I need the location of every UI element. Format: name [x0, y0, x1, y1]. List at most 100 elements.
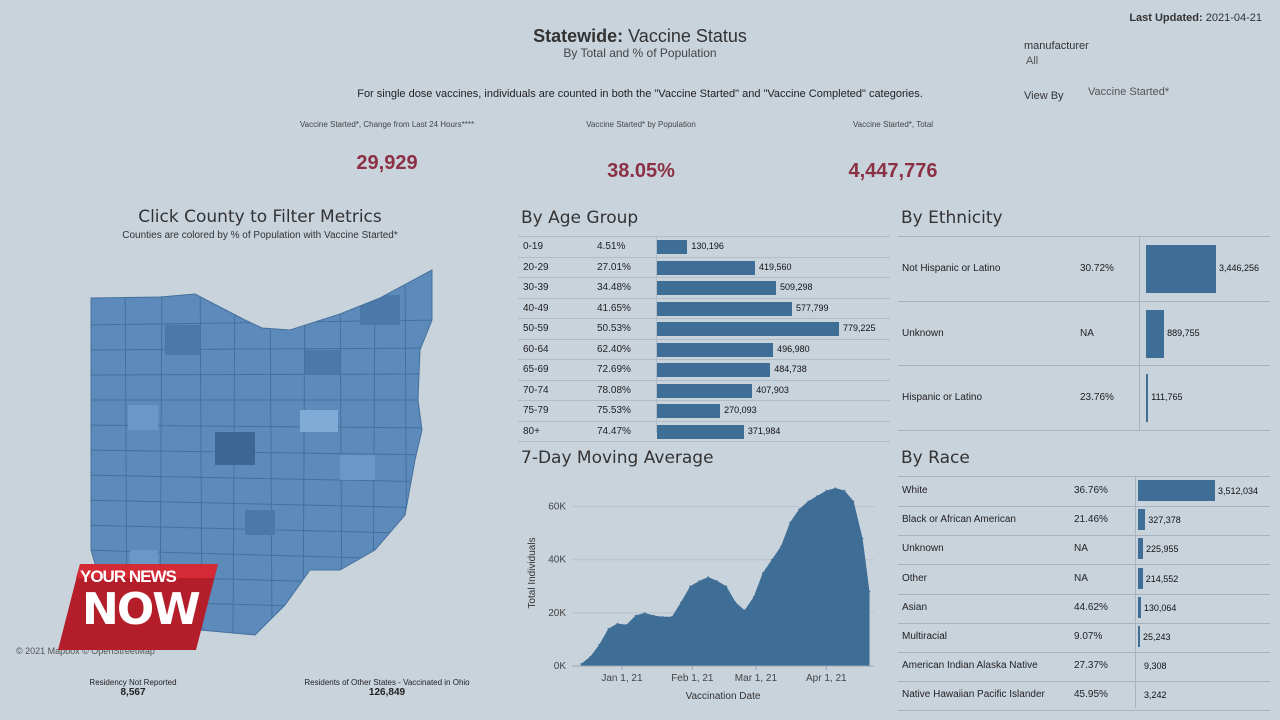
- data-point[interactable]: [752, 596, 755, 598]
- race-row[interactable]: American Indian Alaska Native 27.37% 9,308: [898, 652, 1270, 683]
- ethnicity-bar[interactable]: [1146, 245, 1216, 293]
- race-row[interactable]: White 36.76% 3,512,034: [898, 477, 1270, 507]
- age-bar[interactable]: [657, 424, 744, 439]
- age-axis: [656, 236, 657, 432]
- age-row[interactable]: 65-69 72.69% 484,738: [518, 360, 890, 381]
- age-row[interactable]: 0-19 4.51% 130,196: [518, 237, 890, 258]
- data-point[interactable]: [671, 616, 673, 618]
- series-area[interactable]: [581, 488, 870, 666]
- age-bar[interactable]: [657, 383, 753, 398]
- data-point[interactable]: [707, 576, 709, 578]
- view-by-select[interactable]: Vaccine Started*: [1088, 86, 1170, 98]
- ethnicity-bar[interactable]: [1146, 374, 1149, 422]
- race-bar[interactable]: [1138, 596, 1141, 618]
- age-row[interactable]: 50-59 50.53% 779,225: [518, 319, 890, 340]
- data-point[interactable]: [868, 590, 871, 593]
- race-bar[interactable]: [1138, 626, 1140, 647]
- race-bar[interactable]: [1138, 480, 1215, 501]
- y-tick-label: 20K: [548, 608, 566, 619]
- ethnicity-name: Unknown: [902, 327, 944, 339]
- ethnicity-row[interactable]: Hispanic or Latino 23.76% 111,765: [898, 366, 1270, 431]
- moving-average-chart[interactable]: 0K 20K 40K 60K Jan 1, 21 Feb 1, 21 Mar 1, 21 Ap…: [520, 470, 890, 708]
- chart-title: 7-Day Moving Average: [521, 448, 714, 468]
- age-row[interactable]: 40-49 41.65% 577,799: [518, 299, 890, 319]
- race-row[interactable]: Multiracial 9.07% 25,243: [898, 623, 1270, 653]
- ethnicity-bar[interactable]: [1146, 309, 1165, 358]
- data-point[interactable]: [616, 622, 619, 625]
- race-bar-value: 3,242: [1144, 690, 1167, 701]
- data-point[interactable]: [725, 585, 728, 588]
- data-point[interactable]: [761, 572, 764, 574]
- age-bar[interactable]: [657, 404, 721, 418]
- age-row[interactable]: 60-64 62.40% 496,980: [518, 340, 890, 360]
- race-pct: 44.62%: [1074, 601, 1108, 613]
- race-bar[interactable]: [1138, 509, 1146, 531]
- race-row[interactable]: Black or African American 21.46% 327,378: [898, 506, 1270, 537]
- data-point[interactable]: [816, 495, 818, 497]
- ethnicity-row[interactable]: Unknown NA 889,755: [898, 302, 1270, 366]
- ohio-county-map[interactable]: [0, 250, 460, 670]
- age-bar[interactable]: [657, 240, 688, 254]
- age-group-label: 20-29: [523, 261, 549, 273]
- data-point[interactable]: [780, 545, 782, 548]
- age-group-label: 70-74: [523, 384, 549, 396]
- data-point[interactable]: [652, 614, 655, 617]
- data-point[interactable]: [807, 500, 809, 503]
- data-point[interactable]: [625, 624, 628, 626]
- data-point[interactable]: [589, 655, 591, 658]
- age-bar[interactable]: [657, 363, 771, 377]
- race-row[interactable]: Other NA 214,552: [898, 565, 1270, 595]
- race-name: Multiracial: [902, 631, 948, 642]
- age-bar-value: 577,799: [796, 302, 829, 313]
- age-row[interactable]: 20-29 27.01% 419,560: [518, 258, 890, 278]
- data-point[interactable]: [680, 601, 682, 603]
- data-point[interactable]: [689, 585, 691, 588]
- data-point[interactable]: [861, 537, 864, 540]
- data-point[interactable]: [825, 489, 828, 492]
- age-bar[interactable]: [657, 322, 839, 336]
- age-group-label: 50-59: [523, 323, 549, 334]
- data-point[interactable]: [734, 601, 737, 603]
- data-point[interactable]: [607, 628, 610, 630]
- race-bar[interactable]: [1138, 567, 1143, 589]
- age-group-label: 60-64: [523, 343, 549, 355]
- race-row[interactable]: Unknown NA 225,955: [898, 535, 1270, 566]
- data-point[interactable]: [716, 580, 719, 582]
- data-point[interactable]: [843, 489, 846, 492]
- age-bar[interactable]: [657, 281, 776, 295]
- ethnicity-row[interactable]: Not Hispanic or Latino 30.72% 3,446,256: [898, 237, 1270, 302]
- age-bar[interactable]: [657, 342, 774, 357]
- race-row[interactable]: Asian 44.62% 130,064: [898, 594, 1270, 624]
- age-bar-value: 130,196: [691, 241, 724, 251]
- age-bar[interactable]: [657, 260, 755, 275]
- age-group-label: 30-39: [523, 282, 549, 293]
- data-point[interactable]: [789, 521, 791, 524]
- age-row[interactable]: 75-79 75.53% 270,093: [518, 401, 890, 422]
- logo-line2: NOW: [82, 584, 201, 635]
- not-reported-value: 8,567: [120, 687, 146, 698]
- data-point[interactable]: [852, 500, 855, 503]
- logo-background: [58, 564, 218, 650]
- data-point[interactable]: [798, 508, 800, 510]
- data-point[interactable]: [580, 663, 582, 665]
- data-point[interactable]: [743, 609, 746, 611]
- data-point[interactable]: [634, 614, 637, 617]
- data-point[interactable]: [598, 643, 600, 646]
- data-point[interactable]: [771, 558, 773, 561]
- data-point[interactable]: [643, 612, 646, 614]
- data-point[interactable]: [662, 616, 664, 618]
- ethnicity-axis: [1139, 237, 1140, 431]
- age-pct: 74.47%: [597, 425, 631, 437]
- ethnicity-divider: [898, 236, 1270, 237]
- race-bar[interactable]: [1138, 538, 1143, 560]
- race-row[interactable]: Native Hawaiian Pacific Islander 45.95% 3,…: [898, 681, 1270, 712]
- race-pct: NA: [1074, 572, 1088, 584]
- data-point[interactable]: [834, 487, 837, 489]
- data-point[interactable]: [698, 580, 700, 582]
- age-bar[interactable]: [657, 301, 792, 316]
- age-row[interactable]: 70-74 78.08% 407,903: [518, 381, 890, 401]
- race-pct: NA: [1074, 543, 1088, 555]
- age-row[interactable]: 30-39 34.48% 509,298: [518, 278, 890, 299]
- age-row[interactable]: 80+ 74.47% 371,984: [518, 422, 890, 442]
- manufacturer-filter[interactable]: All: [1026, 55, 1039, 67]
